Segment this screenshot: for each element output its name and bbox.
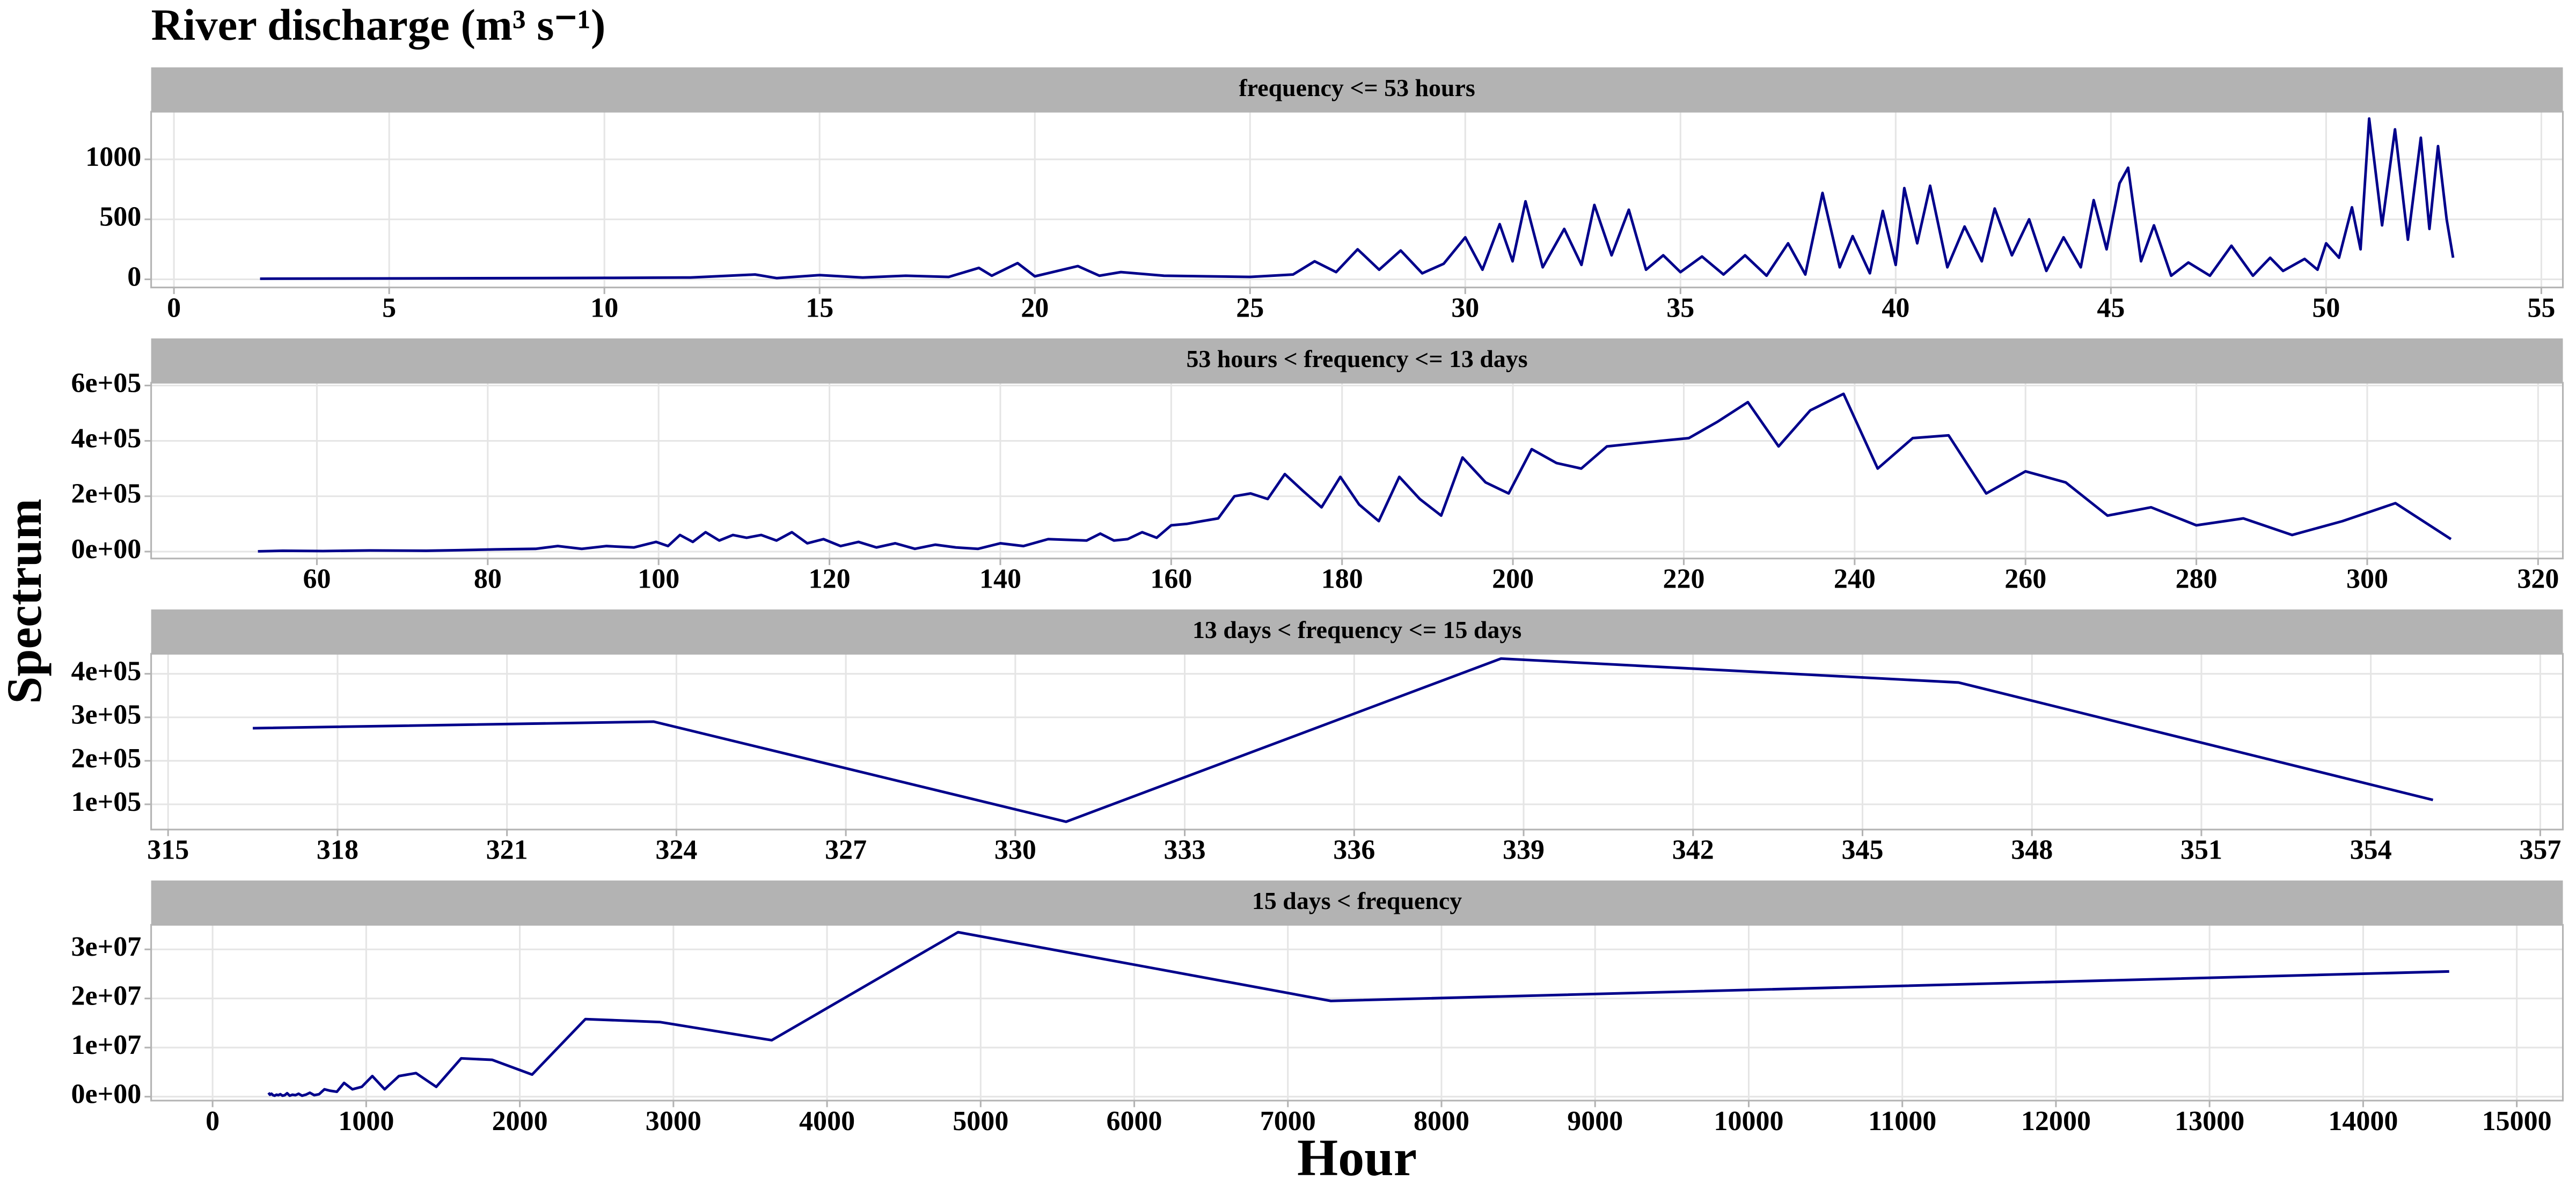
y-tick-label: 4e+05 [71,423,141,454]
x-tick-label: 80 [474,564,502,595]
y-tick-label: 2e+07 [71,981,141,1012]
x-tick-label: 2000 [492,1106,548,1137]
panel [151,112,2563,288]
data-line [253,657,2434,823]
x-tick-label: 35 [1666,293,1694,324]
x-tick-label: 140 [979,564,1021,595]
x-tick-label: 6000 [1107,1106,1162,1137]
x-tick-label: 0 [167,293,181,324]
x-tick-label: 12000 [2021,1106,2091,1137]
y-axis-label: Spectrum [0,499,52,704]
x-tick-label: 336 [1333,835,1375,866]
x-tick-label: 315 [147,835,189,866]
panel [151,925,2563,1101]
x-tick-label: 327 [825,835,867,866]
x-tick-label: 320 [2517,564,2559,595]
strip-label: frequency <= 53 hours [1239,74,1475,101]
x-tick-label: 15 [806,293,833,324]
y-tick-label: 0 [127,261,141,292]
y-tick-label: 2e+05 [71,479,141,509]
x-tick-label: 0 [206,1106,219,1137]
strip-background [151,609,2563,654]
x-tick-label: 300 [2346,564,2388,595]
x-tick-label: 5 [382,293,396,324]
x-tick-label: 348 [2011,835,2053,866]
x-tick-label: 324 [655,835,697,866]
x-tick-label: 50 [2312,293,2340,324]
x-tick-label: 339 [1503,835,1545,866]
y-tick-label: 2e+05 [71,743,141,774]
x-tick-label: 10 [590,293,618,324]
strip-background [151,67,2563,112]
x-tick-label: 13000 [2175,1106,2244,1137]
y-tick-label: 4e+05 [71,656,141,687]
strip-label: 13 days < frequency <= 15 days [1192,616,1521,643]
x-tick-label: 9000 [1567,1106,1623,1137]
x-tick-label: 7000 [1260,1106,1316,1137]
x-tick-label: 354 [2350,835,2392,866]
x-tick-label: 100 [638,564,679,595]
x-tick-label: 3000 [646,1106,701,1137]
x-tick-label: 10000 [1714,1106,1783,1137]
x-tick-label: 40 [1882,293,1909,324]
x-tick-label: 5000 [953,1106,1008,1137]
x-tick-label: 330 [994,835,1036,866]
x-tick-label: 180 [1321,564,1363,595]
x-tick-label: 280 [2176,564,2218,595]
x-tick-label: 11000 [1868,1106,1936,1137]
y-tick-label: 3e+05 [71,700,141,730]
panel [151,654,2563,830]
x-tick-label: 318 [317,835,358,866]
x-tick-label: 240 [1834,564,1876,595]
y-tick-label: 500 [99,202,141,232]
x-tick-label: 351 [2180,835,2222,866]
x-tick-label: 20 [1021,293,1049,324]
x-tick-label: 60 [303,564,331,595]
x-tick-label: 120 [809,564,851,595]
panel-border [150,111,2564,289]
x-tick-label: 357 [2519,835,2561,866]
x-tick-label: 8000 [1414,1106,1469,1137]
y-tick-label: 1e+05 [71,787,141,817]
x-tick-label: 220 [1663,564,1704,595]
x-tick-label: 30 [1451,293,1479,324]
x-tick-label: 321 [486,835,528,866]
strip-label: 15 days < frequency [1252,887,1462,914]
x-tick-label: 200 [1492,564,1534,595]
data-line [258,392,2452,553]
x-tick-label: 25 [1236,293,1264,324]
data-line [260,117,2455,280]
x-tick-label: 333 [1164,835,1206,866]
x-tick-label: 45 [2097,293,2125,324]
strip-background [151,338,2563,383]
y-tick-label: 1000 [85,142,141,172]
y-tick-label: 1e+07 [71,1030,141,1060]
x-tick-label: 345 [1841,835,1883,866]
panel-border [150,653,2564,831]
x-tick-label: 14000 [2328,1106,2398,1137]
x-tick-label: 160 [1150,564,1192,595]
data-line [267,930,2449,1097]
x-tick-label: 1000 [338,1106,394,1137]
x-tick-label: 4000 [799,1106,855,1137]
y-tick-label: 6e+05 [71,368,141,398]
x-tick-label: 55 [2527,293,2555,324]
y-tick-label: 0e+00 [71,534,141,565]
x-axis-label: Hour [1297,1129,1417,1187]
y-tick-label: 3e+07 [71,932,141,962]
x-tick-label: 342 [1672,835,1714,866]
strip-label: 53 hours < frequency <= 13 days [1186,345,1527,372]
x-tick-label: 260 [2004,564,2046,595]
panel [151,383,2563,559]
y-tick-label: 0e+00 [71,1079,141,1110]
panel-border [150,382,2564,560]
x-tick-label: 15000 [2482,1106,2552,1137]
chart-title: River discharge (m³ s⁻¹) [151,0,606,49]
strip-background [151,880,2563,925]
panel-border [150,924,2564,1102]
